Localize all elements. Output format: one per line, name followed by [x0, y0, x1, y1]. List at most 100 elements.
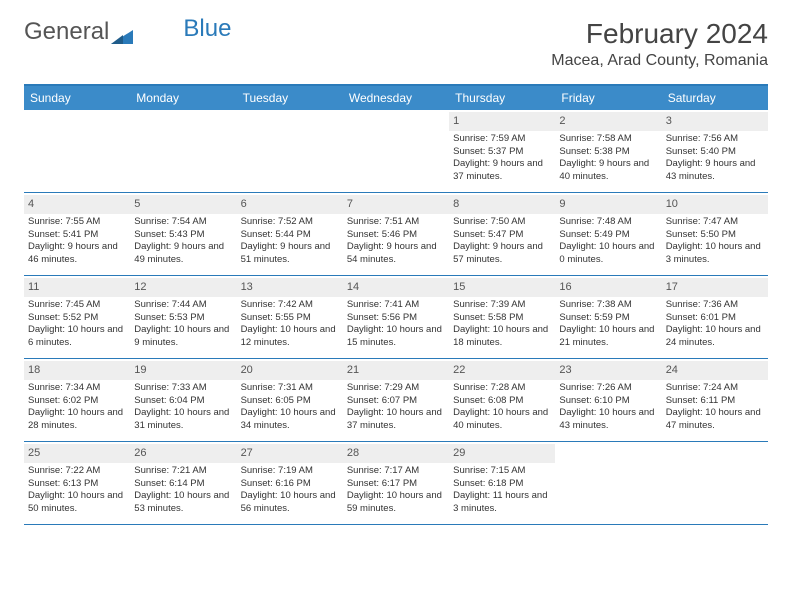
day-number: 18 [28, 364, 40, 376]
sunrise-line: Sunrise: 7:59 AM [453, 133, 551, 146]
day-number-wrap: 29 [449, 444, 555, 463]
day-8: 8Sunrise: 7:50 AMSunset: 5:47 PMDaylight… [449, 193, 555, 275]
day-6: 6Sunrise: 7:52 AMSunset: 5:44 PMDaylight… [237, 193, 343, 275]
day-number: 4 [28, 198, 34, 210]
day-12: 12Sunrise: 7:44 AMSunset: 5:53 PMDayligh… [130, 276, 236, 358]
sunrise-line: Sunrise: 7:36 AM [666, 299, 764, 312]
day-25: 25Sunrise: 7:22 AMSunset: 6:13 PMDayligh… [24, 442, 130, 524]
day-22: 22Sunrise: 7:28 AMSunset: 6:08 PMDayligh… [449, 359, 555, 441]
day-29: 29Sunrise: 7:15 AMSunset: 6:18 PMDayligh… [449, 442, 555, 524]
day-number: 1 [453, 115, 459, 127]
day-number-wrap: 13 [237, 278, 343, 297]
sunrise-line: Sunrise: 7:28 AM [453, 382, 551, 395]
day-number-wrap: 14 [343, 278, 449, 297]
brand-triangle-icon [111, 30, 133, 46]
daylight-line: Daylight: 10 hours and 0 minutes. [559, 241, 657, 267]
sunset-line: Sunset: 5:41 PM [28, 229, 126, 242]
sunset-line: Sunset: 5:55 PM [241, 312, 339, 325]
day-number-wrap: 6 [237, 195, 343, 214]
day-number-wrap: 3 [662, 112, 768, 131]
empty-day [237, 110, 343, 192]
weekday-friday: Friday [555, 86, 661, 110]
day-15: 15Sunrise: 7:39 AMSunset: 5:58 PMDayligh… [449, 276, 555, 358]
weekday-saturday: Saturday [662, 86, 768, 110]
sunrise-line: Sunrise: 7:38 AM [559, 299, 657, 312]
day-26: 26Sunrise: 7:21 AMSunset: 6:14 PMDayligh… [130, 442, 236, 524]
sunrise-line: Sunrise: 7:42 AM [241, 299, 339, 312]
weekday-header-row: SundayMondayTuesdayWednesdayThursdayFrid… [24, 84, 768, 110]
daylight-line: Daylight: 10 hours and 47 minutes. [666, 407, 764, 433]
daylight-line: Daylight: 10 hours and 21 minutes. [559, 324, 657, 350]
sunset-line: Sunset: 5:53 PM [134, 312, 232, 325]
daylight-line: Daylight: 10 hours and 43 minutes. [559, 407, 657, 433]
day-28: 28Sunrise: 7:17 AMSunset: 6:17 PMDayligh… [343, 442, 449, 524]
day-16: 16Sunrise: 7:38 AMSunset: 5:59 PMDayligh… [555, 276, 661, 358]
day-number: 22 [453, 364, 465, 376]
sunset-line: Sunset: 6:16 PM [241, 478, 339, 491]
daylight-line: Daylight: 9 hours and 51 minutes. [241, 241, 339, 267]
day-number: 29 [453, 447, 465, 459]
day-number-wrap: 24 [662, 361, 768, 380]
sunset-line: Sunset: 5:40 PM [666, 146, 764, 159]
sunrise-line: Sunrise: 7:29 AM [347, 382, 445, 395]
sunrise-line: Sunrise: 7:22 AM [28, 465, 126, 478]
day-2: 2Sunrise: 7:58 AMSunset: 5:38 PMDaylight… [555, 110, 661, 192]
sunset-line: Sunset: 6:04 PM [134, 395, 232, 408]
day-number-wrap: 9 [555, 195, 661, 214]
sunset-line: Sunset: 5:47 PM [453, 229, 551, 242]
empty-day [662, 442, 768, 524]
sunset-line: Sunset: 6:07 PM [347, 395, 445, 408]
day-number-wrap: 7 [343, 195, 449, 214]
sunset-line: Sunset: 6:11 PM [666, 395, 764, 408]
day-4: 4Sunrise: 7:55 AMSunset: 5:41 PMDaylight… [24, 193, 130, 275]
daylight-line: Daylight: 10 hours and 59 minutes. [347, 490, 445, 516]
sunset-line: Sunset: 5:46 PM [347, 229, 445, 242]
sunrise-line: Sunrise: 7:55 AM [28, 216, 126, 229]
empty-day [130, 110, 236, 192]
day-number: 21 [347, 364, 359, 376]
day-number-wrap: 18 [24, 361, 130, 380]
sunset-line: Sunset: 5:50 PM [666, 229, 764, 242]
daylight-line: Daylight: 10 hours and 3 minutes. [666, 241, 764, 267]
sunset-line: Sunset: 6:02 PM [28, 395, 126, 408]
sunset-line: Sunset: 6:13 PM [28, 478, 126, 491]
sunrise-line: Sunrise: 7:41 AM [347, 299, 445, 312]
day-number: 2 [559, 115, 565, 127]
daylight-line: Daylight: 10 hours and 31 minutes. [134, 407, 232, 433]
daylight-line: Daylight: 10 hours and 53 minutes. [134, 490, 232, 516]
day-13: 13Sunrise: 7:42 AMSunset: 5:55 PMDayligh… [237, 276, 343, 358]
daylight-line: Daylight: 10 hours and 40 minutes. [453, 407, 551, 433]
day-number-wrap: 22 [449, 361, 555, 380]
day-10: 10Sunrise: 7:47 AMSunset: 5:50 PMDayligh… [662, 193, 768, 275]
weeks-container: 1Sunrise: 7:59 AMSunset: 5:37 PMDaylight… [24, 110, 768, 525]
day-9: 9Sunrise: 7:48 AMSunset: 5:49 PMDaylight… [555, 193, 661, 275]
day-number-wrap: 8 [449, 195, 555, 214]
day-number: 10 [666, 198, 678, 210]
day-number: 8 [453, 198, 459, 210]
day-number: 3 [666, 115, 672, 127]
daylight-line: Daylight: 10 hours and 24 minutes. [666, 324, 764, 350]
daylight-line: Daylight: 9 hours and 54 minutes. [347, 241, 445, 267]
day-number-wrap: 20 [237, 361, 343, 380]
daylight-line: Daylight: 10 hours and 56 minutes. [241, 490, 339, 516]
sunset-line: Sunset: 5:58 PM [453, 312, 551, 325]
sunset-line: Sunset: 6:18 PM [453, 478, 551, 491]
day-18: 18Sunrise: 7:34 AMSunset: 6:02 PMDayligh… [24, 359, 130, 441]
day-number-wrap: 11 [24, 278, 130, 297]
daylight-line: Daylight: 11 hours and 3 minutes. [453, 490, 551, 516]
day-24: 24Sunrise: 7:24 AMSunset: 6:11 PMDayligh… [662, 359, 768, 441]
day-14: 14Sunrise: 7:41 AMSunset: 5:56 PMDayligh… [343, 276, 449, 358]
day-number-wrap: 19 [130, 361, 236, 380]
day-number-wrap: 12 [130, 278, 236, 297]
day-number: 15 [453, 281, 465, 293]
sunrise-line: Sunrise: 7:26 AM [559, 382, 657, 395]
sunrise-line: Sunrise: 7:21 AM [134, 465, 232, 478]
day-27: 27Sunrise: 7:19 AMSunset: 6:16 PMDayligh… [237, 442, 343, 524]
brand-logo: GeneralBlue [24, 18, 231, 46]
day-number: 6 [241, 198, 247, 210]
day-number: 23 [559, 364, 571, 376]
location-line: Macea, Arad County, Romania [551, 52, 768, 70]
daylight-line: Daylight: 9 hours and 49 minutes. [134, 241, 232, 267]
daylight-line: Daylight: 10 hours and 15 minutes. [347, 324, 445, 350]
daylight-line: Daylight: 10 hours and 18 minutes. [453, 324, 551, 350]
